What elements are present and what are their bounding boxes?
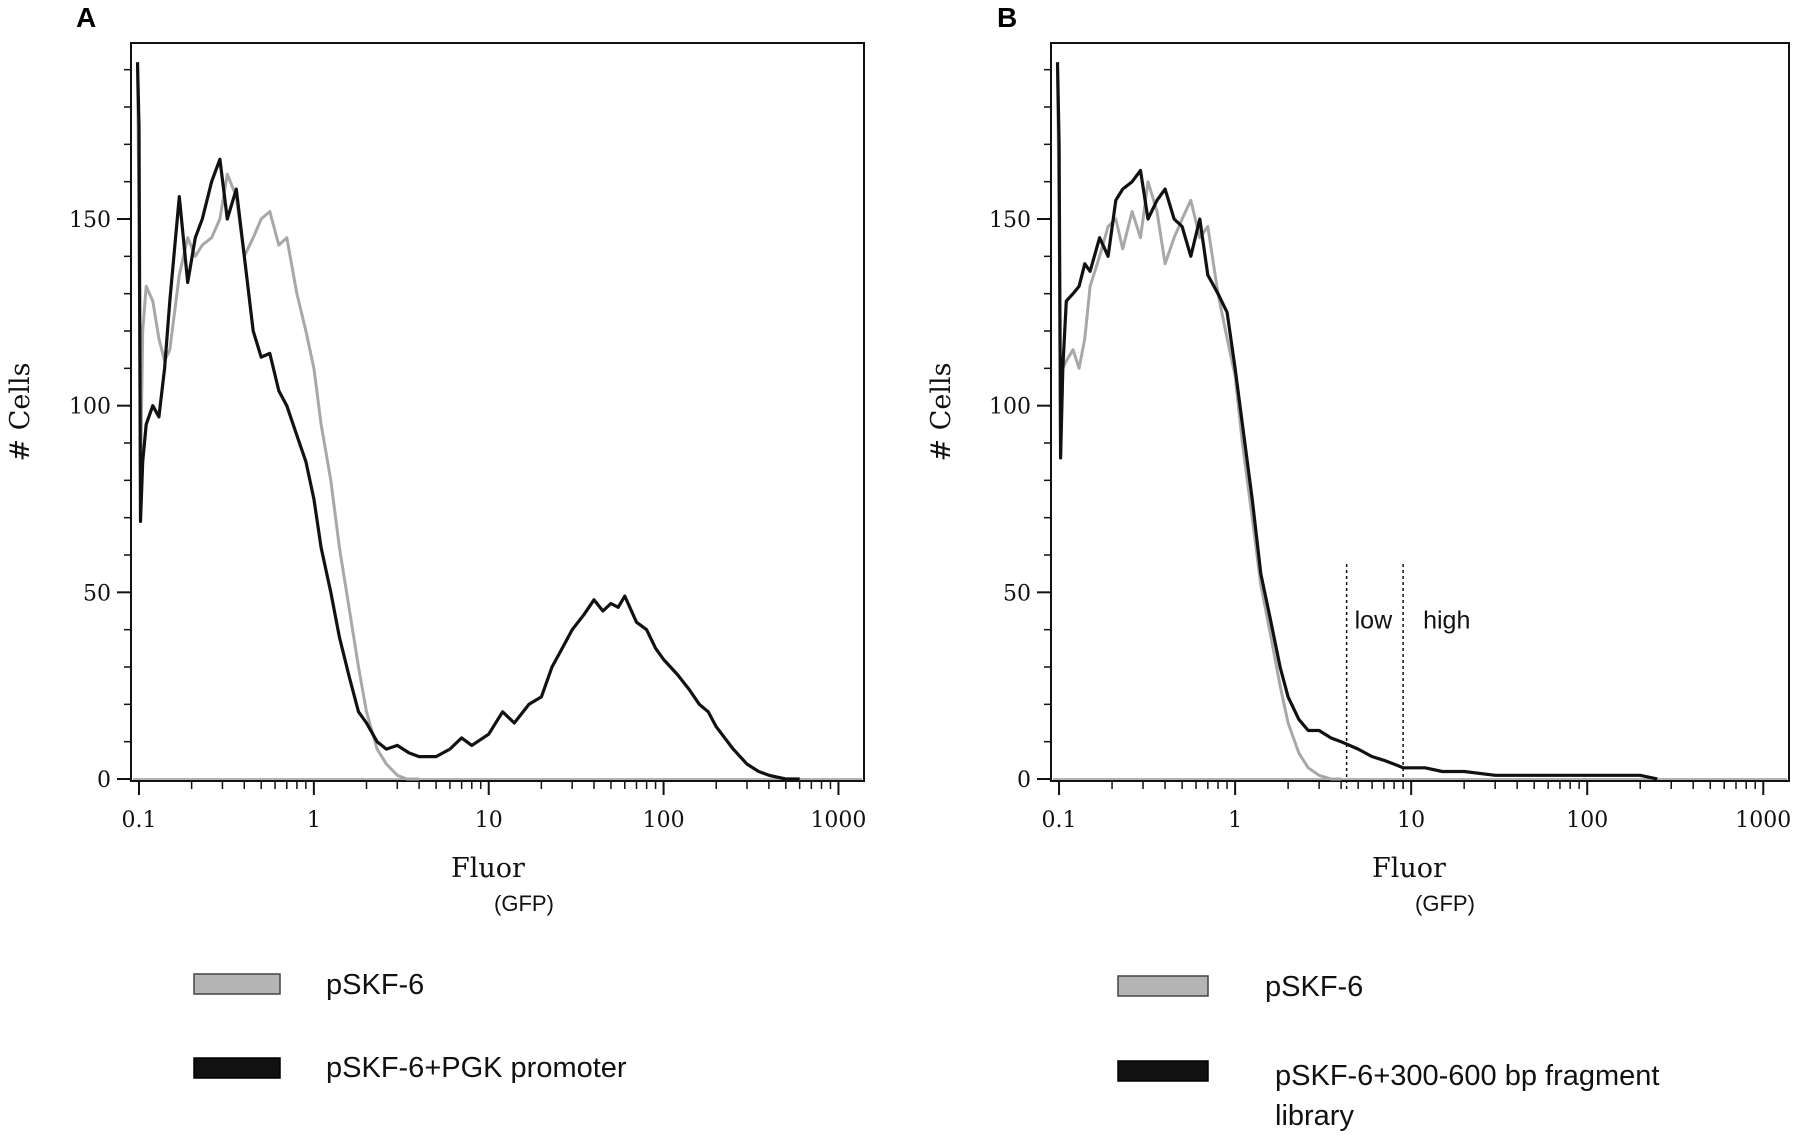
- gate-label: high: [1423, 606, 1470, 634]
- series-line-construct: [135, 62, 800, 781]
- series-line-pskf6: [136, 69, 420, 781]
- x-tick-label: 1: [1228, 808, 1242, 833]
- x-tick-label: 0.1: [1042, 808, 1077, 833]
- plot-frame-a: [130, 42, 865, 782]
- legend-swatch-b-1: [1117, 1060, 1209, 1082]
- legend-label-b-0: pSKF-6: [1265, 971, 1363, 1003]
- legend-label-b-1-line2: library: [1275, 1100, 1354, 1132]
- x-axis-subtitle-a: (GFP): [494, 891, 554, 916]
- y-axis-title-b: # Cells: [926, 363, 957, 462]
- panel-a: A 0.1 1 10 100 1000 0 50 100 150 # Cells Fluor (…: [5, 2, 866, 1084]
- legend-label-a-0: pSKF-6: [326, 969, 424, 1001]
- x-tick-label: 0.1: [122, 808, 157, 833]
- x-tick-label: 100: [1566, 808, 1608, 833]
- y-tick-label: 50: [83, 581, 111, 606]
- y-tick-label: 0: [97, 768, 111, 793]
- legend-label-b-1: pSKF-6+300-600 bp fragment: [1275, 1060, 1660, 1092]
- panel-letter-b: B: [997, 2, 1017, 33]
- y-tick-label: 0: [1017, 768, 1031, 793]
- series-group-b: [1055, 62, 1658, 781]
- y-tick-label: 100: [69, 395, 111, 420]
- y-tick-label: 100: [989, 395, 1031, 420]
- x-tick-label: 1: [307, 808, 321, 833]
- panel-b: B 0.1 1 10 100 1000 0 50 100 150 low high # Cells…: [926, 2, 1791, 1132]
- panel-letter-a: A: [76, 2, 96, 33]
- legend-swatch-a-1: [193, 1057, 281, 1079]
- axis-ticks-b: 0.1 1 10 100 1000 0 50 100 150: [989, 68, 1791, 833]
- series-group-a: [135, 62, 800, 781]
- legend-label-a-1: pSKF-6+PGK promoter: [326, 1052, 627, 1084]
- x-axis-title-b: Fluor: [1372, 853, 1446, 884]
- plot-frame-b: [1050, 42, 1790, 782]
- y-tick-label: 50: [1003, 581, 1031, 606]
- x-tick-label: 10: [475, 808, 503, 833]
- x-tick-label: 1000: [810, 808, 866, 833]
- gate-lines-b: low high: [1345, 562, 1470, 789]
- x-tick-label: 10: [1397, 808, 1425, 833]
- x-tick-label: 1000: [1735, 808, 1791, 833]
- x-tick-label: 100: [643, 808, 685, 833]
- series-line-pskf6: [1056, 69, 1342, 781]
- legend-swatch-a-0: [193, 973, 281, 995]
- y-tick-label: 150: [989, 208, 1031, 233]
- x-axis-subtitle-b: (GFP): [1415, 891, 1475, 916]
- legend-swatch-b-0: [1117, 975, 1209, 997]
- x-axis-title-a: Fluor: [451, 853, 525, 884]
- axis-ticks-a: 0.1 1 10 100 1000 0 50 100 150: [69, 68, 866, 833]
- series-line-construct: [1055, 62, 1658, 781]
- gate-label: low: [1355, 606, 1393, 634]
- y-axis-title-a: # Cells: [5, 363, 36, 462]
- y-tick-label: 150: [69, 208, 111, 233]
